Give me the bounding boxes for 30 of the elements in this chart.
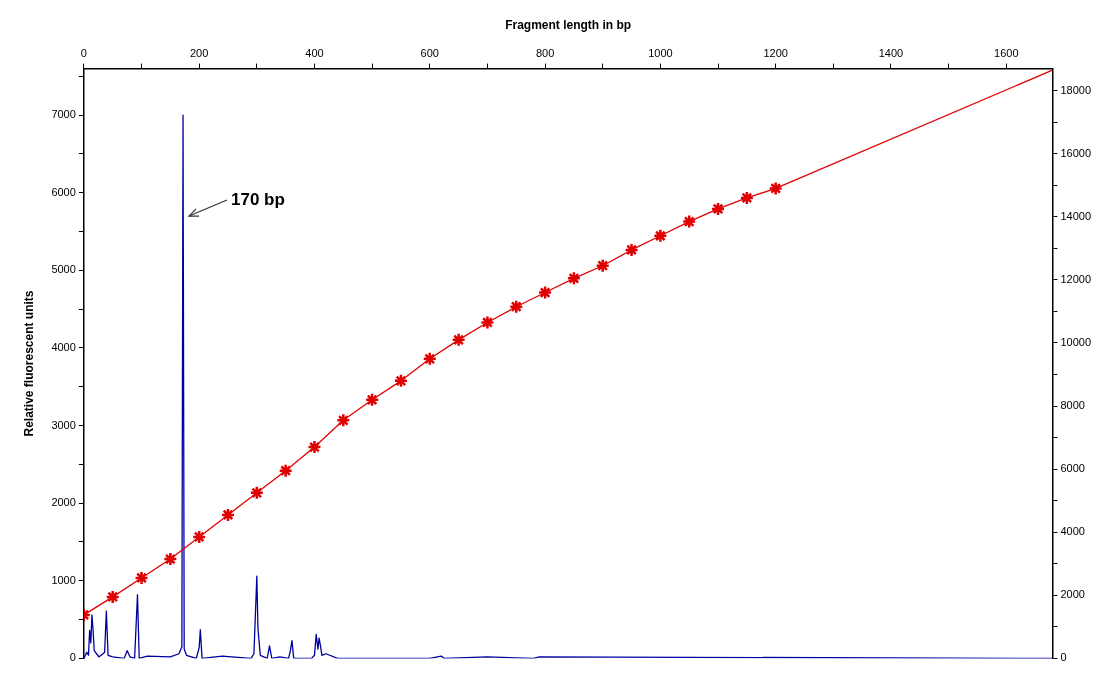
x-tick-label: 600 (420, 47, 439, 60)
y2-tick-label: 8000 (1060, 399, 1085, 412)
y-tick-label: 5000 (51, 263, 76, 276)
y2-tick-label: 6000 (1060, 462, 1085, 475)
y-axis-title: Relative fluorescent units (21, 290, 36, 437)
x-tick-label: 1400 (878, 47, 904, 60)
y2-tick-label: 16000 (1060, 146, 1092, 159)
y2-tick-label: 2000 (1060, 588, 1085, 601)
y2-tick-label: 12000 (1060, 272, 1092, 285)
x-axis-title: Fragment length in bp (505, 17, 632, 32)
y-tick-label: 2000 (51, 496, 76, 509)
x-tick-label: 200 (189, 47, 209, 60)
y2-tick-label: 14000 (1060, 209, 1092, 222)
y2-tick-label: 10000 (1060, 336, 1092, 349)
x-tick-label: 400 (305, 47, 324, 60)
y2-tick-label: 0 (1060, 651, 1067, 664)
y-tick-label: 4000 (51, 341, 76, 354)
y-tick-label: 3000 (51, 418, 76, 431)
y2-tick-label: 18000 (1060, 83, 1092, 96)
y2-tick-label: 4000 (1060, 525, 1085, 538)
annotation: 170 bp (231, 189, 285, 209)
y-tick-label: 0 (69, 651, 76, 664)
x-tick-label: 0 (80, 47, 87, 60)
x-tick-label: 1000 (648, 47, 673, 60)
x-tick-label: 800 (535, 47, 555, 60)
x-tick-label: 1200 (763, 47, 788, 60)
y-tick-label: 7000 (51, 108, 76, 121)
y-tick-label: 1000 (51, 573, 76, 586)
x-tick-label: 1600 (994, 47, 1019, 60)
y-tick-label: 6000 (51, 185, 76, 198)
